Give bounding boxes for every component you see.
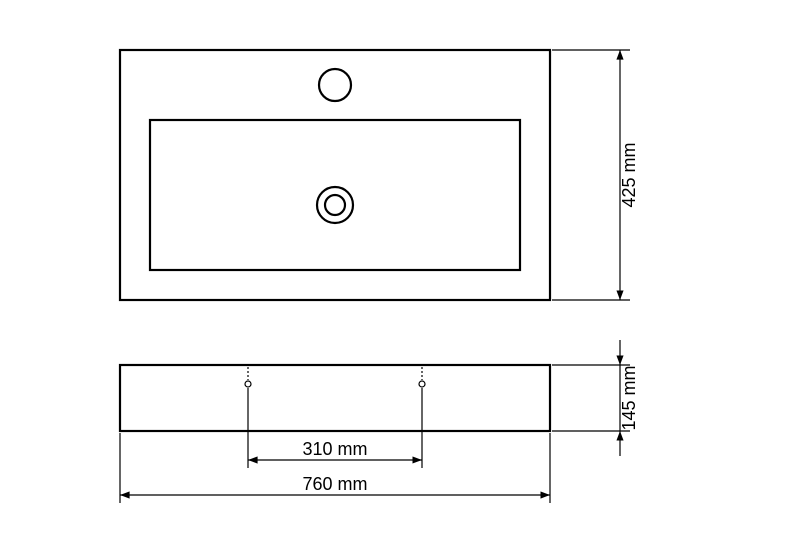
outer-rect [120,50,550,300]
dim-label-760: 760 mm [302,474,367,494]
dim-label-145: 145 mm [619,365,639,430]
mounting-peg-right-icon [419,367,425,387]
tap-hole-icon [319,69,351,101]
drain-inner-icon [325,195,345,215]
mounting-peg-left-icon [245,367,251,387]
top-view [120,50,550,300]
front-rect [120,365,550,431]
dim-label-425: 425 mm [619,142,639,207]
front-view [120,365,550,431]
drain-outer-icon [317,187,353,223]
dimension-drawing: 425 mm 145 mm 310 mm 760 mm [0,0,800,533]
dim-label-310: 310 mm [302,439,367,459]
